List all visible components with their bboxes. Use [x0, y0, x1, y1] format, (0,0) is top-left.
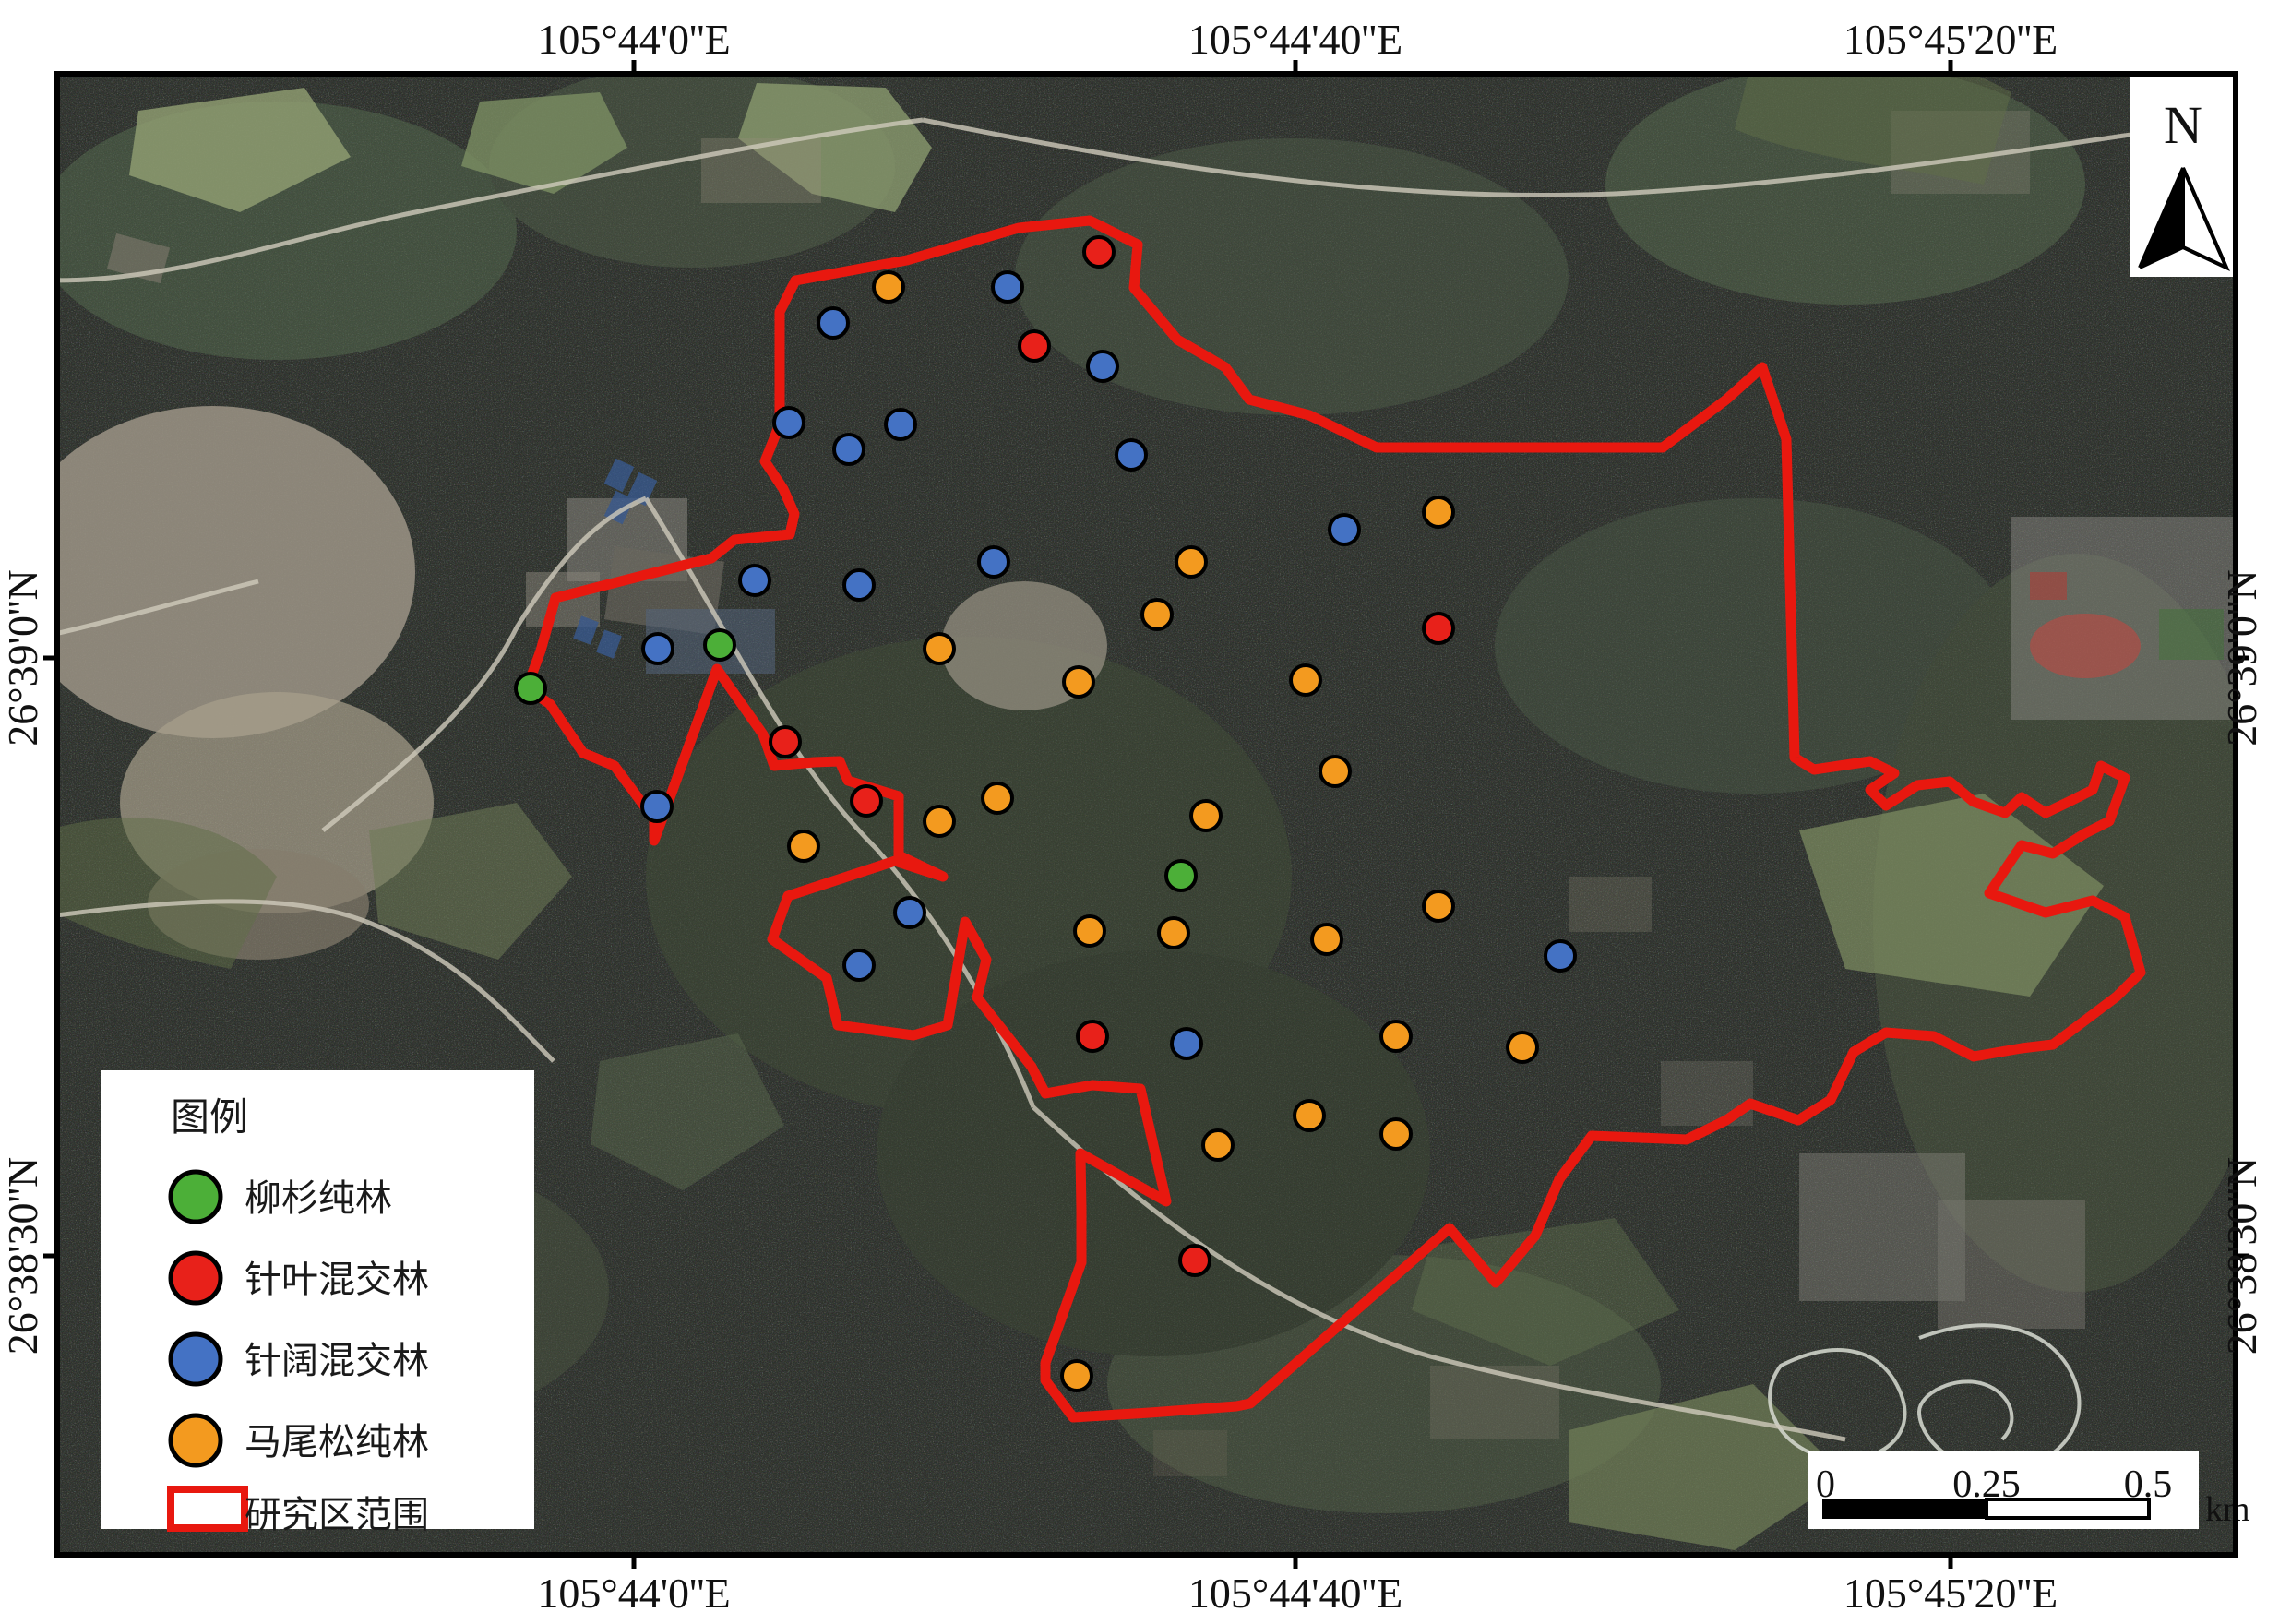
svg-text:105°44'0''E: 105°44'0''E: [537, 16, 730, 63]
svg-text:图例: 图例: [171, 1095, 248, 1139]
svg-text:26°39'0''N: 26°39'0''N: [2218, 569, 2265, 746]
svg-text:105°45'20''E: 105°45'20''E: [1844, 16, 2058, 63]
svg-text:105°45'20''E: 105°45'20''E: [1844, 1570, 2058, 1617]
svg-text:马尾松纯林: 马尾松纯林: [245, 1422, 429, 1463]
svg-text:研究区范围: 研究区范围: [245, 1495, 429, 1535]
svg-text:26°38'30''N: 26°38'30''N: [2218, 1157, 2265, 1355]
svg-text:针叶混交林: 针叶混交林: [245, 1260, 429, 1300]
svg-text:针阔混交林: 针阔混交林: [245, 1341, 429, 1381]
svg-text:柳杉纯林: 柳杉纯林: [245, 1178, 392, 1219]
svg-text:26°38'30''N: 26°38'30''N: [0, 1157, 46, 1355]
svg-text:105°44'40''E: 105°44'40''E: [1188, 1570, 1402, 1617]
svg-text:km: km: [2205, 1490, 2250, 1529]
svg-text:105°44'40''E: 105°44'40''E: [1188, 16, 1402, 63]
svg-text:105°44'0''E: 105°44'0''E: [537, 1570, 730, 1617]
svg-text:26°39'0''N: 26°39'0''N: [0, 569, 46, 746]
svg-text:N: N: [2164, 95, 2202, 155]
